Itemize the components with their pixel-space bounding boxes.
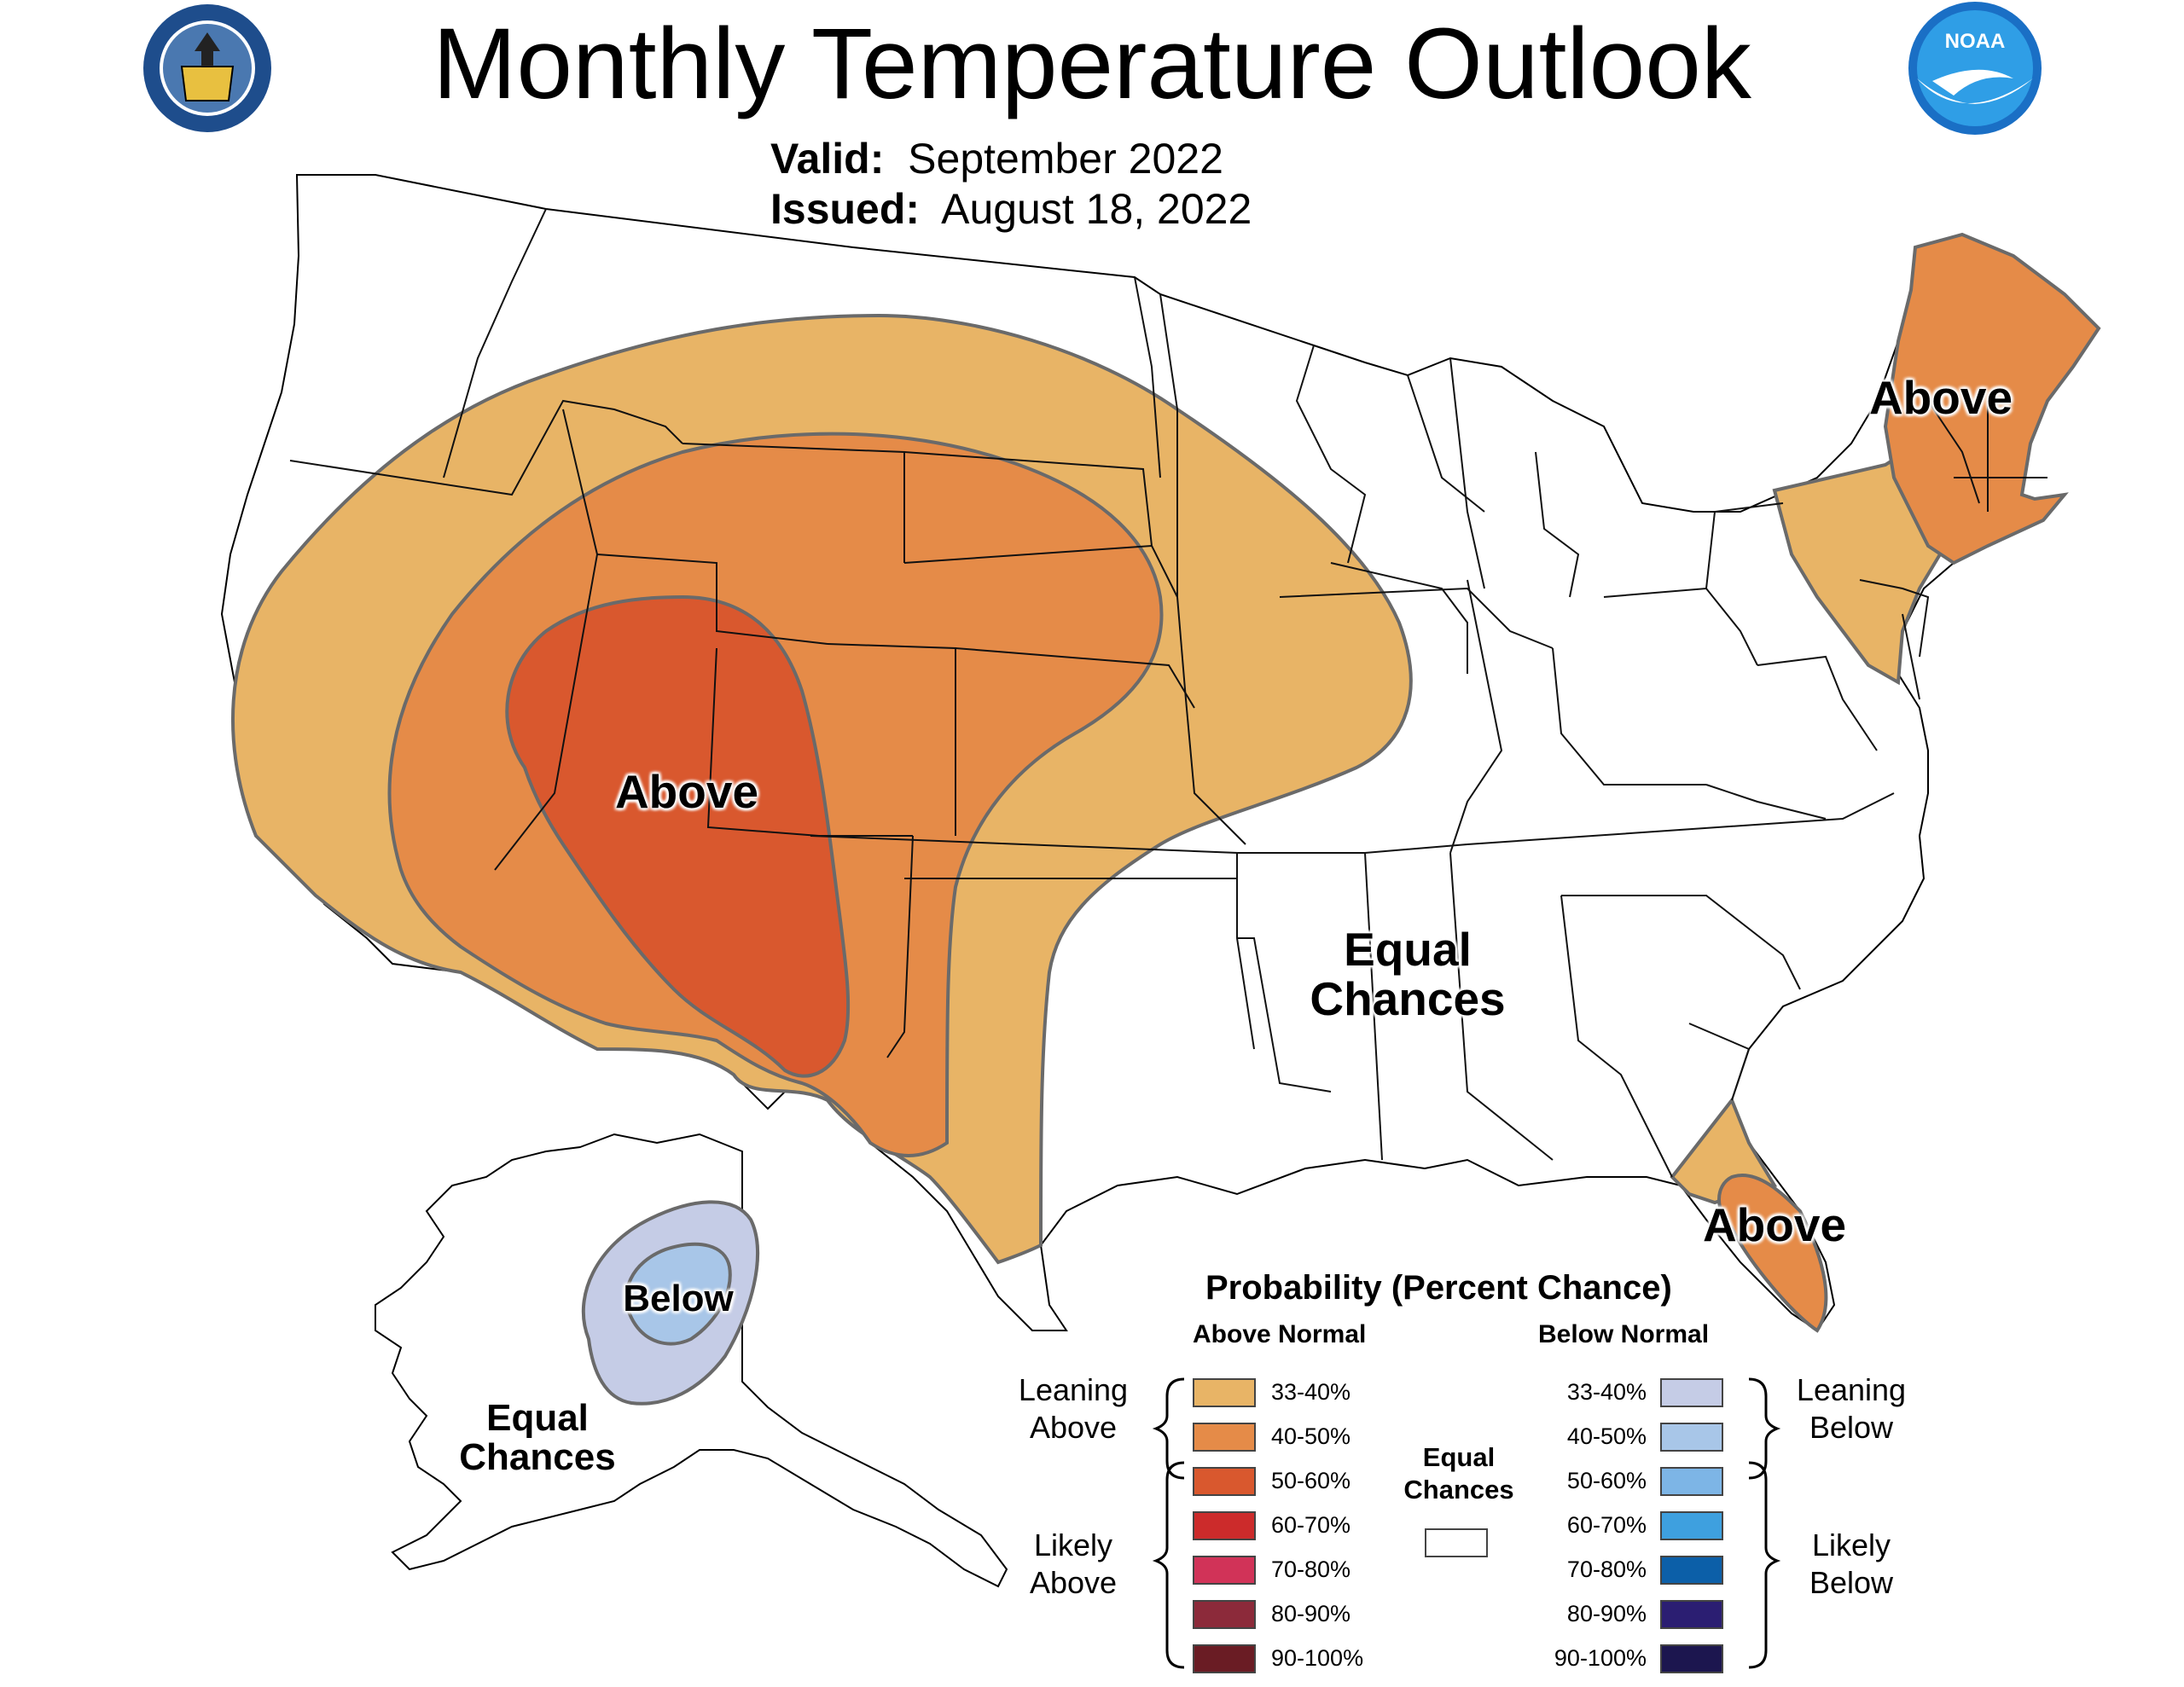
legend-above-swatch	[1193, 1467, 1256, 1496]
alaska-equal-chances-label: Equal Chances	[439, 1397, 636, 1479]
legend-below-label: 70-80%	[1566, 1557, 1647, 1582]
florida-above-label: Above	[1702, 1198, 1847, 1251]
legend-above-head: Above Normal	[1193, 1320, 1367, 1348]
commerce-seal-icon	[143, 4, 271, 132]
equal-chances-swatch	[1425, 1528, 1488, 1557]
legend-above-label: 40-50%	[1271, 1423, 1351, 1449]
conus-equal-line2: Chances	[1310, 971, 1506, 1025]
legend-below-label: 80-90%	[1566, 1601, 1647, 1626]
valid-row: Valid: September 2022	[770, 133, 1223, 184]
legend-above-swatch	[1193, 1378, 1256, 1407]
issued-row: Issued: August 18, 2022	[770, 183, 1252, 235]
legend-below-swatch	[1660, 1378, 1723, 1407]
equal-chances-legend-label: Equal Chances	[1391, 1441, 1527, 1506]
state-boundaries	[289, 208, 2048, 1178]
legend-below-label: 40-50%	[1566, 1423, 1647, 1449]
florida-40-50-region	[1717, 1174, 1828, 1333]
issued-key: Issued:	[770, 185, 921, 233]
noaa-logo-icon: NOAA	[1908, 2, 2042, 135]
likely-above-line2: Above	[1029, 1565, 1118, 1600]
legend-above-label: 33-40%	[1271, 1379, 1351, 1405]
west-above-label: Above	[614, 765, 759, 818]
legend-below-swatch	[1660, 1511, 1723, 1540]
legend-below-label: 90-100%	[1554, 1645, 1647, 1671]
legend-above-swatch	[1193, 1556, 1256, 1585]
legend-below-swatch	[1660, 1556, 1723, 1585]
legend-title: Probability (Percent Chance)	[1205, 1269, 1672, 1307]
alaska-equal-line2: Chances	[459, 1436, 616, 1479]
valid-value: September 2022	[908, 135, 1223, 183]
leaning-below-line2: Below	[1809, 1410, 1894, 1445]
legend-above-label: 80-90%	[1271, 1601, 1351, 1626]
likely-below-line1: Likely	[1811, 1528, 1891, 1562]
alaska-below-label: Below	[623, 1278, 734, 1319]
leaning-below-line1: Leaning	[1796, 1372, 1907, 1407]
legend-brackets	[1152, 1377, 1781, 1669]
leaning-above-line1: Leaning	[1018, 1372, 1129, 1407]
legend-below-swatch	[1660, 1600, 1723, 1629]
likely-above-line1: Likely	[1033, 1528, 1113, 1562]
west-50-60-region	[505, 594, 851, 1078]
legend-below-head: Below Normal	[1538, 1320, 1710, 1348]
legend-above-swatch	[1193, 1600, 1256, 1629]
likely-below-line2: Below	[1809, 1565, 1894, 1600]
equal-chances-line1: Equal	[1422, 1442, 1496, 1472]
legend-below-label: 33-40%	[1566, 1379, 1647, 1405]
legend-above-swatch	[1193, 1423, 1256, 1452]
likely-below-label: Likely Below	[1783, 1527, 1920, 1602]
valid-key: Valid:	[770, 135, 885, 183]
legend-below-label: 50-60%	[1566, 1468, 1647, 1493]
alaska-40-50-below-region	[624, 1242, 732, 1346]
legend-above-label: 50-60%	[1271, 1468, 1351, 1493]
legend-below-label: 60-70%	[1566, 1512, 1647, 1538]
likely-above-label: Likely Above	[992, 1527, 1154, 1602]
page-title: Monthly Temperature Outlook	[433, 8, 1751, 120]
legend-above-label: 60-70%	[1271, 1512, 1351, 1538]
legend-below-swatch	[1660, 1644, 1723, 1673]
legend-above-label: 70-80%	[1271, 1557, 1351, 1582]
alaska-equal-line1: Equal	[486, 1397, 589, 1439]
equal-chances-line2: Chances	[1403, 1475, 1514, 1504]
conus-equal-line1: Equal	[1344, 923, 1472, 976]
legend-above-swatch	[1193, 1511, 1256, 1540]
issued-value: August 18, 2022	[941, 185, 1252, 233]
legend-above-label: 90-100%	[1271, 1645, 1364, 1671]
leaning-above-line2: Above	[1029, 1410, 1118, 1445]
northeast-above-label: Above	[1868, 371, 2013, 424]
legend-below-swatch	[1660, 1423, 1723, 1452]
legend-below-swatch	[1660, 1467, 1723, 1496]
leaning-above-label: Leaning Above	[992, 1371, 1154, 1446]
northeast-40-50-region	[1883, 232, 2101, 565]
noaa-logo-text: NOAA	[1945, 30, 2006, 53]
conus-equal-chances-label: Equal Chances	[1280, 925, 1536, 1024]
legend-above-swatch	[1193, 1644, 1256, 1673]
leaning-below-label: Leaning Below	[1783, 1371, 1920, 1446]
